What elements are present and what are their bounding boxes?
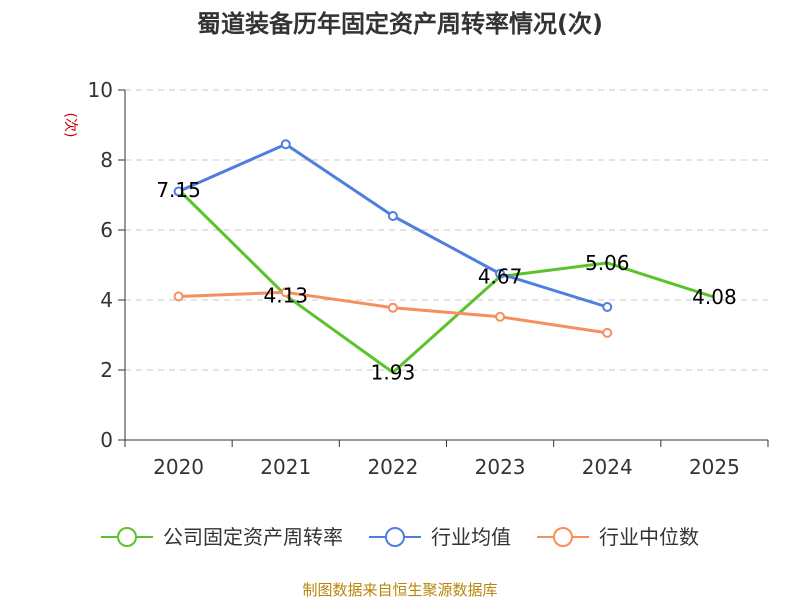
legend-label: 行业中位数	[599, 525, 699, 549]
source-note: 制图数据来自恒生聚源数据库	[302, 581, 497, 599]
data-point	[387, 302, 398, 313]
y-tick-label: 8	[100, 148, 113, 172]
series-line	[177, 142, 608, 309]
series-points	[173, 139, 613, 338]
x-tick-label: 2021	[260, 455, 311, 479]
data-point	[173, 291, 184, 302]
grid-lines	[125, 89, 768, 371]
data-point	[495, 268, 506, 279]
legend-label: 行业均值	[431, 525, 511, 549]
data-point	[602, 327, 613, 338]
y-tick-label: 6	[100, 218, 113, 242]
data-point	[280, 287, 291, 298]
tick-labels: 0 2 4 6 8 10 2020 2021 2022 2023 2024 2025	[88, 78, 740, 479]
x-tick-label: 2023	[475, 455, 526, 479]
data-label: 1.93	[371, 360, 416, 384]
series-lines	[177, 142, 715, 374]
data-point	[387, 211, 398, 221]
legend-label: 公司固定资产周转率	[163, 525, 343, 549]
y-tick-label: 10	[88, 78, 113, 102]
x-tick-label: 2020	[153, 455, 204, 479]
legend: 公司固定资产周转率 行业均值 行业中位数	[101, 525, 699, 549]
data-point	[173, 186, 184, 197]
y-tick-label: 4	[100, 288, 113, 312]
y-tick-label: 0	[100, 428, 113, 452]
series-line	[177, 188, 715, 374]
y-tick-label: 2	[100, 358, 113, 382]
legend-marker	[117, 527, 137, 547]
x-tick-label: 2022	[367, 455, 418, 479]
data-labels: 7.15 4.13 1.93 4.67 5.06 4.08	[156, 178, 736, 385]
data-label: 4.13	[263, 283, 308, 307]
data-label: 5.06	[585, 251, 630, 275]
chart-title: 蜀道装备历年固定资产周转率情况(次)	[197, 10, 603, 38]
legend-marker	[385, 527, 405, 547]
data-label: 7.15	[156, 178, 201, 202]
axes	[118, 89, 769, 447]
data-point	[495, 311, 506, 322]
x-tick-label: 2025	[689, 455, 740, 479]
data-point	[602, 302, 613, 312]
x-tick-label: 2024	[582, 455, 633, 479]
legend-marker	[553, 527, 573, 547]
data-point	[280, 139, 291, 150]
data-label: 4.67	[478, 265, 523, 289]
y-axis-label: (次)	[62, 113, 78, 138]
data-label: 4.08	[692, 285, 737, 309]
